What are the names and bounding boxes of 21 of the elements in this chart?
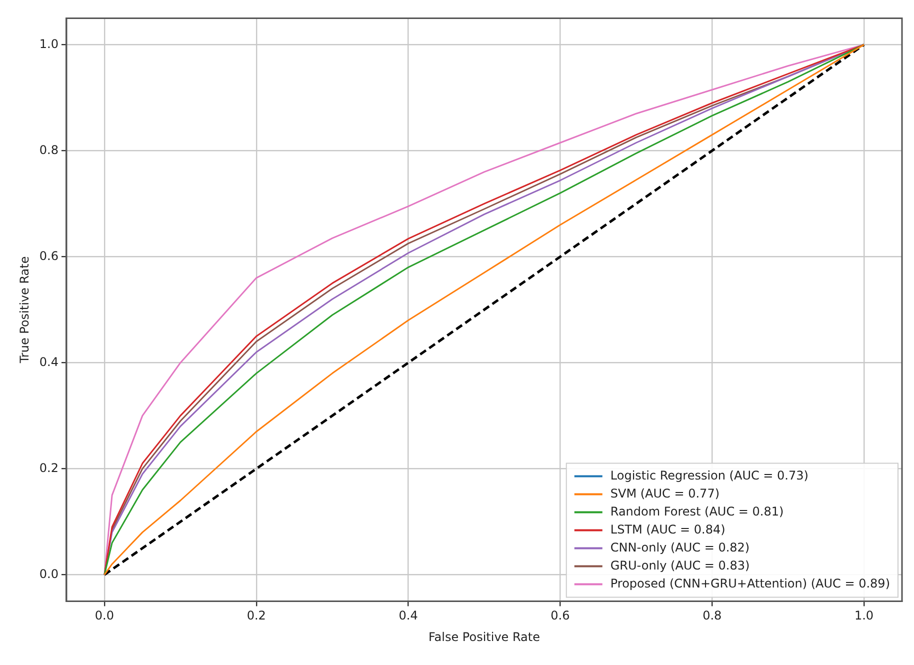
legend-label: Random Forest (AUC = 0.81)	[610, 504, 784, 518]
legend-label: Logistic Regression (AUC = 0.73)	[610, 468, 808, 482]
legend-label: Proposed (CNN+GRU+Attention) (AUC = 0.89)	[610, 576, 890, 590]
y-tick-label: 0.2	[39, 460, 58, 475]
x-tick-label: 0.8	[702, 608, 722, 623]
y-tick-label: 1.0	[39, 36, 58, 51]
legend-label: SVM (AUC = 0.77)	[610, 486, 720, 500]
y-tick-label: 0.0	[39, 566, 58, 581]
y-tick-label: 0.4	[39, 354, 58, 369]
y-axis-title: True Positive Rate	[17, 256, 32, 364]
x-tick-label: 1.0	[854, 608, 874, 623]
legend-label: CNN-only (AUC = 0.82)	[610, 540, 750, 554]
x-tick-label: 0.0	[94, 608, 114, 623]
x-tick-label: 0.2	[246, 608, 266, 623]
legend-label: GRU-only (AUC = 0.83)	[610, 558, 750, 572]
x-axis-title: False Positive Rate	[428, 630, 540, 644]
y-tick-label: 0.6	[39, 248, 58, 263]
x-tick-label: 0.4	[398, 608, 418, 623]
x-tick-label: 0.6	[550, 608, 570, 623]
legend-label: LSTM (AUC = 0.84)	[610, 522, 726, 536]
y-tick-label: 0.8	[39, 142, 58, 157]
